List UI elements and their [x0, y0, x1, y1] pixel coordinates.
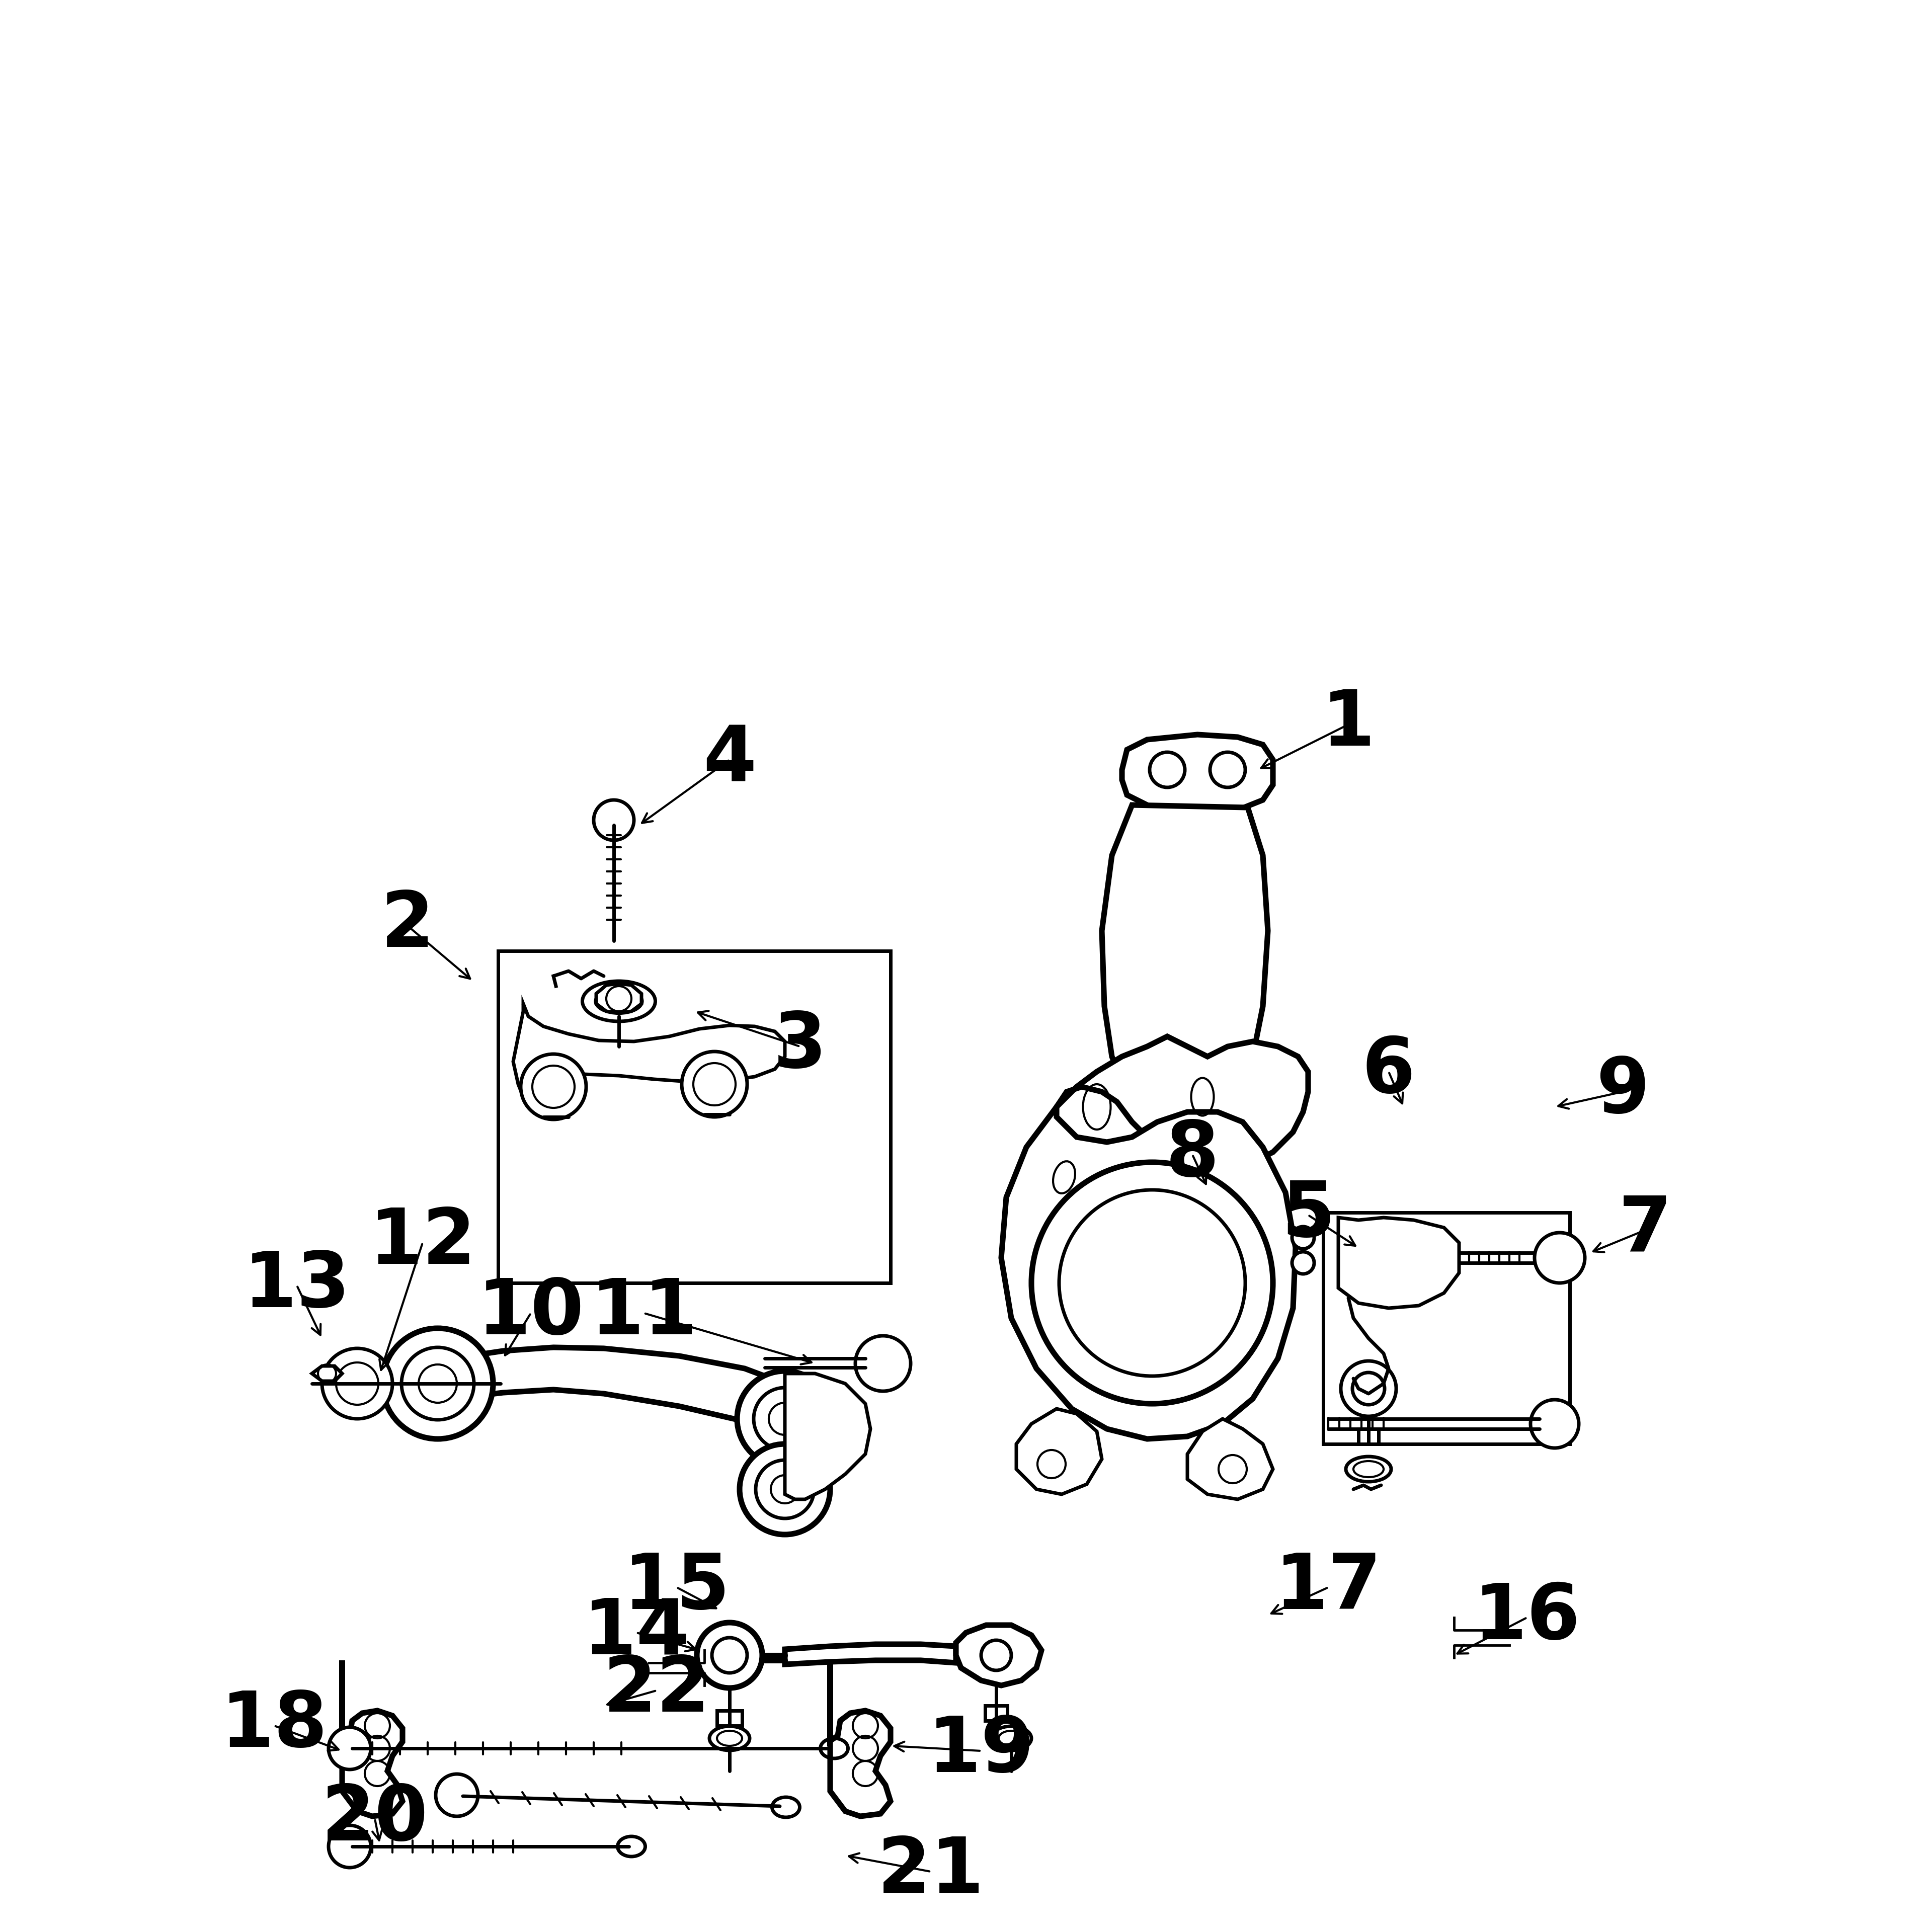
Circle shape: [738, 1372, 833, 1466]
Text: 12: 12: [369, 1206, 475, 1281]
Text: 21: 21: [877, 1833, 983, 1909]
Text: 14: 14: [583, 1596, 690, 1669]
Circle shape: [682, 1051, 748, 1117]
Text: 16: 16: [1474, 1580, 1580, 1656]
Circle shape: [383, 1329, 493, 1439]
Circle shape: [755, 1461, 813, 1519]
Circle shape: [593, 800, 634, 840]
Text: 4: 4: [703, 723, 755, 798]
Circle shape: [1032, 1163, 1273, 1405]
Polygon shape: [612, 1047, 624, 1055]
Polygon shape: [831, 1660, 891, 1816]
Polygon shape: [1016, 1408, 1101, 1493]
Bar: [1323, 1213, 1569, 1443]
Circle shape: [323, 1349, 392, 1418]
Polygon shape: [1358, 1430, 1379, 1443]
Polygon shape: [514, 1005, 784, 1097]
Text: 8: 8: [1165, 1117, 1219, 1192]
Circle shape: [1341, 1360, 1397, 1416]
Circle shape: [753, 1387, 815, 1451]
Text: 20: 20: [321, 1781, 429, 1857]
Circle shape: [533, 1066, 574, 1107]
Circle shape: [1530, 1399, 1578, 1447]
Text: 17: 17: [1275, 1549, 1381, 1625]
Circle shape: [1534, 1233, 1584, 1283]
Polygon shape: [784, 1374, 871, 1499]
Text: 2: 2: [381, 889, 435, 964]
Text: 9: 9: [1596, 1055, 1650, 1130]
Polygon shape: [717, 1710, 742, 1725]
Polygon shape: [784, 1644, 956, 1663]
Circle shape: [740, 1443, 831, 1534]
Circle shape: [694, 1063, 736, 1105]
Text: 22: 22: [603, 1654, 711, 1727]
Circle shape: [1352, 1372, 1385, 1405]
Text: 19: 19: [927, 1714, 1034, 1789]
Polygon shape: [1057, 1036, 1308, 1167]
Polygon shape: [423, 1347, 784, 1435]
Circle shape: [336, 1362, 379, 1405]
Circle shape: [1293, 1227, 1314, 1248]
Circle shape: [1059, 1190, 1246, 1376]
Polygon shape: [956, 1625, 1041, 1685]
Text: 7: 7: [1619, 1192, 1671, 1267]
Text: 10: 10: [477, 1275, 583, 1350]
Circle shape: [697, 1623, 763, 1689]
Polygon shape: [1101, 806, 1267, 1117]
Polygon shape: [1122, 734, 1273, 813]
Circle shape: [856, 1335, 910, 1391]
Text: 18: 18: [220, 1689, 328, 1764]
Circle shape: [771, 1476, 800, 1503]
Circle shape: [437, 1774, 477, 1816]
Text: 13: 13: [243, 1248, 350, 1323]
Circle shape: [769, 1403, 802, 1435]
Polygon shape: [1188, 1418, 1273, 1499]
Text: 1: 1: [1321, 688, 1376, 761]
Polygon shape: [1001, 1107, 1296, 1439]
Bar: [498, 951, 891, 1283]
Polygon shape: [1339, 1217, 1459, 1308]
Circle shape: [328, 1727, 371, 1770]
Text: 5: 5: [1281, 1179, 1335, 1252]
Polygon shape: [342, 1660, 402, 1816]
Text: 3: 3: [773, 1009, 827, 1084]
Circle shape: [522, 1055, 585, 1119]
Circle shape: [328, 1826, 371, 1868]
Polygon shape: [311, 1366, 342, 1381]
Circle shape: [419, 1364, 456, 1403]
Text: 15: 15: [624, 1549, 730, 1625]
Circle shape: [1293, 1252, 1314, 1273]
Circle shape: [402, 1347, 473, 1420]
Polygon shape: [597, 983, 641, 1012]
Text: 11: 11: [591, 1275, 697, 1350]
Polygon shape: [985, 1706, 1007, 1721]
Text: 6: 6: [1362, 1034, 1416, 1109]
